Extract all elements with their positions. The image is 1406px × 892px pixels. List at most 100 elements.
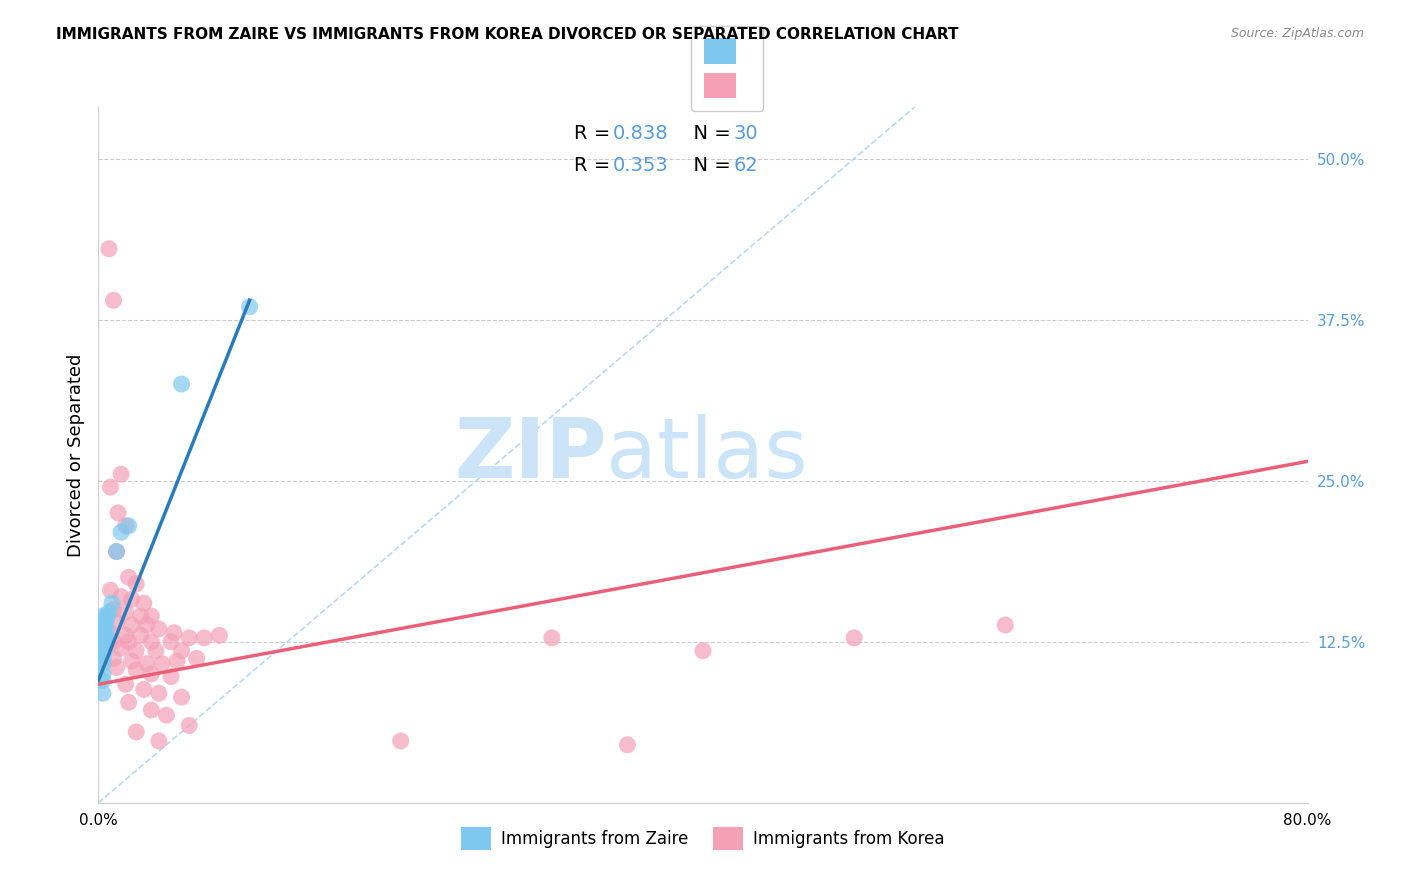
Point (114, 605, 136, 619)
Point (118, 634, 141, 648)
Text: 0.838: 0.838 (613, 124, 668, 144)
Point (91, 657, 114, 671)
Point (91, 648, 114, 662)
Point (125, 644, 148, 658)
Point (103, 651, 125, 665)
Point (844, 631, 866, 645)
Legend: Immigrants from Zaire, Immigrants from Korea: Immigrants from Zaire, Immigrants from K… (454, 820, 952, 857)
Point (94, 615, 117, 630)
Text: 30: 30 (734, 124, 758, 144)
Point (93, 639, 115, 653)
Text: 0.353: 0.353 (613, 156, 668, 175)
Point (91, 609, 114, 624)
Point (121, 592, 143, 607)
Text: N =: N = (682, 124, 737, 144)
Point (105, 660, 128, 674)
Point (125, 663, 148, 677)
Point (101, 596, 124, 610)
Point (91, 641, 114, 656)
Point (91, 622, 114, 636)
Point (94, 622, 117, 636)
Point (135, 618, 157, 632)
Point (94, 634, 117, 648)
Point (616, 738, 638, 752)
Point (93, 644, 115, 658)
Text: ZIP: ZIP (454, 415, 606, 495)
Point (208, 628, 231, 642)
Point (91, 651, 114, 665)
Point (118, 570, 141, 584)
Point (692, 644, 714, 658)
Point (148, 686, 170, 700)
Point (994, 618, 1017, 632)
Point (93, 618, 115, 632)
Point (148, 622, 170, 636)
Point (107, 506, 129, 520)
Point (125, 725, 148, 739)
Point (93, 613, 115, 627)
Text: IMMIGRANTS FROM ZAIRE VS IMMIGRANTS FROM KOREA DIVORCED OR SEPARATED CORRELATION: IMMIGRANTS FROM ZAIRE VS IMMIGRANTS FROM… (56, 27, 959, 42)
Text: R =: R = (574, 124, 616, 144)
Point (98, 242, 121, 256)
Point (155, 708, 177, 723)
Point (141, 667, 163, 681)
Point (105, 615, 128, 630)
Text: atlas: atlas (606, 415, 808, 495)
Text: R =: R = (574, 156, 616, 175)
Point (91, 686, 114, 700)
Point (100, 480, 122, 494)
Point (105, 544, 128, 558)
Point (186, 651, 208, 665)
Point (110, 525, 132, 540)
Point (103, 602, 125, 616)
Point (121, 618, 143, 632)
Point (118, 695, 141, 709)
Point (141, 634, 163, 648)
Point (118, 518, 141, 533)
Point (110, 467, 132, 482)
Point (179, 631, 201, 645)
Point (129, 628, 152, 642)
Point (91, 634, 114, 648)
Text: N =: N = (682, 156, 737, 175)
Point (145, 644, 167, 658)
Point (160, 669, 183, 683)
Point (91, 667, 114, 681)
Point (179, 718, 201, 732)
Point (132, 596, 155, 610)
Point (105, 544, 128, 558)
Point (166, 654, 188, 668)
Point (389, 734, 412, 748)
Point (148, 734, 170, 748)
Point (193, 631, 215, 645)
Point (170, 377, 193, 392)
Point (135, 657, 157, 671)
Point (114, 628, 136, 642)
Point (540, 631, 562, 645)
Point (160, 634, 183, 648)
Point (100, 625, 122, 640)
Point (163, 625, 186, 640)
Text: Source: ZipAtlas.com: Source: ZipAtlas.com (1230, 27, 1364, 40)
Point (239, 300, 262, 314)
Point (93, 624, 115, 639)
Text: 62: 62 (734, 156, 758, 175)
Point (114, 677, 136, 691)
Y-axis label: Divorced or Separated: Divorced or Separated (66, 353, 84, 557)
Point (110, 641, 132, 656)
Point (129, 609, 152, 624)
Point (125, 576, 148, 591)
Point (110, 590, 132, 604)
Point (170, 690, 193, 705)
Point (141, 703, 163, 717)
Point (150, 657, 173, 671)
Point (170, 644, 193, 658)
Point (121, 654, 143, 668)
Point (103, 293, 125, 308)
Point (141, 609, 163, 624)
Point (114, 518, 136, 533)
Point (132, 682, 155, 697)
Point (103, 634, 125, 648)
Point (98, 605, 121, 619)
Point (96, 609, 118, 624)
